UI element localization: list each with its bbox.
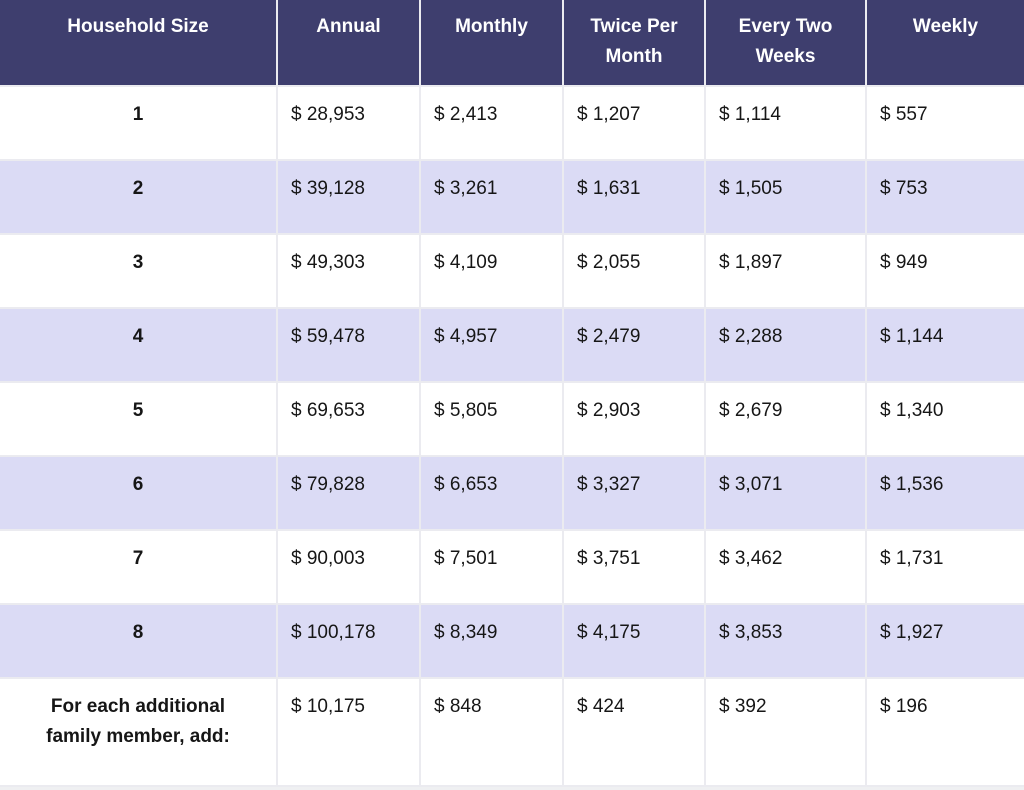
table-row: 6 $ 79,828 $ 6,653 $ 3,327 $ 3,071 $ 1,536 <box>0 455 1024 531</box>
header-row: Household Size Annual Monthly Twice Per … <box>0 0 1024 87</box>
value-cell: $ 1,144 <box>865 307 1024 383</box>
value-cell: $ 424 <box>562 677 706 787</box>
value-cell: $ 100,178 <box>276 603 421 679</box>
table-row: For each additional family member, add: $… <box>0 677 1024 787</box>
table-row: 3 $ 49,303 $ 4,109 $ 2,055 $ 1,897 $ 949 <box>0 233 1024 309</box>
value-cell: $ 7,501 <box>419 529 564 605</box>
value-cell: $ 949 <box>865 233 1024 309</box>
household-size-cell: 2 <box>0 159 278 235</box>
value-cell: $ 196 <box>865 677 1024 787</box>
household-size-cell: 4 <box>0 307 278 383</box>
table-row: 2 $ 39,128 $ 3,261 $ 1,631 $ 1,505 $ 753 <box>0 159 1024 235</box>
household-size-cell: 1 <box>0 85 278 161</box>
value-cell: $ 1,927 <box>865 603 1024 679</box>
header-weekly: Weekly <box>865 0 1024 87</box>
value-cell: $ 1,505 <box>704 159 867 235</box>
header-household-size: Household Size <box>0 0 278 87</box>
table-row: 5 $ 69,653 $ 5,805 $ 2,903 $ 2,679 $ 1,340 <box>0 381 1024 457</box>
table-row: 4 $ 59,478 $ 4,957 $ 2,479 $ 2,288 $ 1,144 <box>0 307 1024 383</box>
value-cell: $ 2,288 <box>704 307 867 383</box>
value-cell: $ 557 <box>865 85 1024 161</box>
table-body: 1 $ 28,953 $ 2,413 $ 1,207 $ 1,114 $ 557 2 $ 39… <box>0 85 1024 787</box>
value-cell: $ 3,071 <box>704 455 867 531</box>
value-cell: $ 1,207 <box>562 85 706 161</box>
header-annual: Annual <box>276 0 421 87</box>
table-row: 7 $ 90,003 $ 7,501 $ 3,751 $ 3,462 $ 1,731 <box>0 529 1024 605</box>
value-cell: $ 49,303 <box>276 233 421 309</box>
table-row: 8 $ 100,178 $ 8,349 $ 4,175 $ 3,853 $ 1,927 <box>0 603 1024 679</box>
header-monthly: Monthly <box>419 0 564 87</box>
value-cell: $ 392 <box>704 677 867 787</box>
value-cell: $ 4,175 <box>562 603 706 679</box>
value-cell: $ 753 <box>865 159 1024 235</box>
value-cell: $ 3,462 <box>704 529 867 605</box>
value-cell: $ 2,413 <box>419 85 564 161</box>
value-cell: $ 1,631 <box>562 159 706 235</box>
value-cell: $ 6,653 <box>419 455 564 531</box>
value-cell: $ 848 <box>419 677 564 787</box>
value-cell: $ 39,128 <box>276 159 421 235</box>
value-cell: $ 2,903 <box>562 381 706 457</box>
value-cell: $ 3,751 <box>562 529 706 605</box>
value-cell: $ 3,853 <box>704 603 867 679</box>
value-cell: $ 4,957 <box>419 307 564 383</box>
value-cell: $ 59,478 <box>276 307 421 383</box>
household-size-cell: For each additional family member, add: <box>0 677 278 787</box>
value-cell: $ 1,731 <box>865 529 1024 605</box>
value-cell: $ 2,055 <box>562 233 706 309</box>
value-cell: $ 5,805 <box>419 381 564 457</box>
table-row: 1 $ 28,953 $ 2,413 $ 1,207 $ 1,114 $ 557 <box>0 85 1024 161</box>
value-cell: $ 4,109 <box>419 233 564 309</box>
value-cell: $ 79,828 <box>276 455 421 531</box>
value-cell: $ 90,003 <box>276 529 421 605</box>
household-size-cell: 7 <box>0 529 278 605</box>
value-cell: $ 8,349 <box>419 603 564 679</box>
value-cell: $ 1,340 <box>865 381 1024 457</box>
household-size-cell: 6 <box>0 455 278 531</box>
value-cell: $ 69,653 <box>276 381 421 457</box>
value-cell: $ 1,536 <box>865 455 1024 531</box>
value-cell: $ 3,327 <box>562 455 706 531</box>
value-cell: $ 2,679 <box>704 381 867 457</box>
value-cell: $ 1,897 <box>704 233 867 309</box>
header-every-two-weeks: Every Two Weeks <box>704 0 867 87</box>
value-cell: $ 3,261 <box>419 159 564 235</box>
household-size-cell: 3 <box>0 233 278 309</box>
table-header: Household Size Annual Monthly Twice Per … <box>0 0 1024 87</box>
value-cell: $ 28,953 <box>276 85 421 161</box>
header-twice-per-month: Twice Per Month <box>562 0 706 87</box>
household-size-cell: 8 <box>0 603 278 679</box>
value-cell: $ 2,479 <box>562 307 706 383</box>
household-size-cell: 5 <box>0 381 278 457</box>
value-cell: $ 10,175 <box>276 677 421 787</box>
value-cell: $ 1,114 <box>704 85 867 161</box>
